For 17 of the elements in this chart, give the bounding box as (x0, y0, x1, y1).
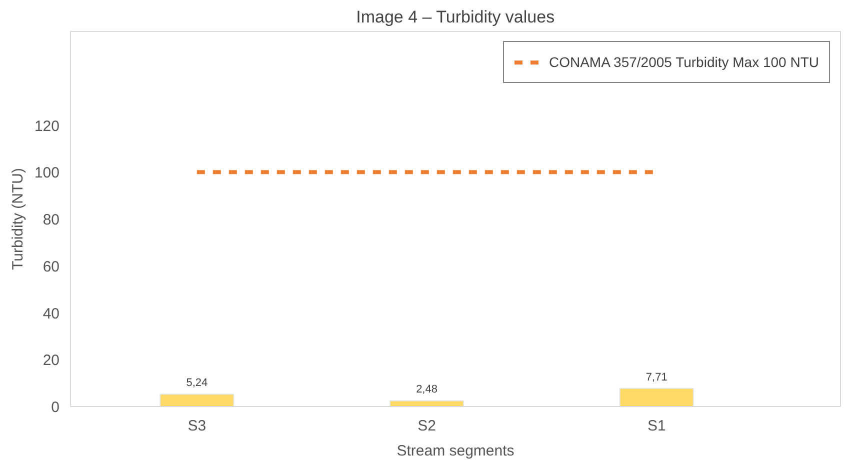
legend-label: CONAMA 357/2005 Turbidity Max 100 NTU (548, 54, 819, 70)
y-tick-label: 40 (42, 305, 60, 322)
data-label: 2,48 (416, 384, 438, 396)
y-tick-label: 20 (42, 352, 60, 370)
x-tick-label: S3 (188, 418, 206, 434)
data-label: 5,24 (186, 377, 208, 390)
chart-title: Image 4 – Turbidity values (356, 8, 555, 26)
data-label: 7,71 (646, 371, 668, 384)
y-tick-label: 120 (34, 118, 60, 135)
y-tick-label: 60 (42, 258, 60, 276)
x-axis-title: Stream segments (396, 442, 514, 460)
x-tick-label: S2 (418, 418, 436, 434)
y-axis-title: Turbidity (NTU) (9, 168, 26, 270)
x-tick-label: S1 (647, 418, 666, 434)
y-tick-label: 80 (42, 212, 60, 228)
y-tick-label: 0 (51, 399, 60, 416)
y-tick-label: 100 (34, 164, 60, 182)
